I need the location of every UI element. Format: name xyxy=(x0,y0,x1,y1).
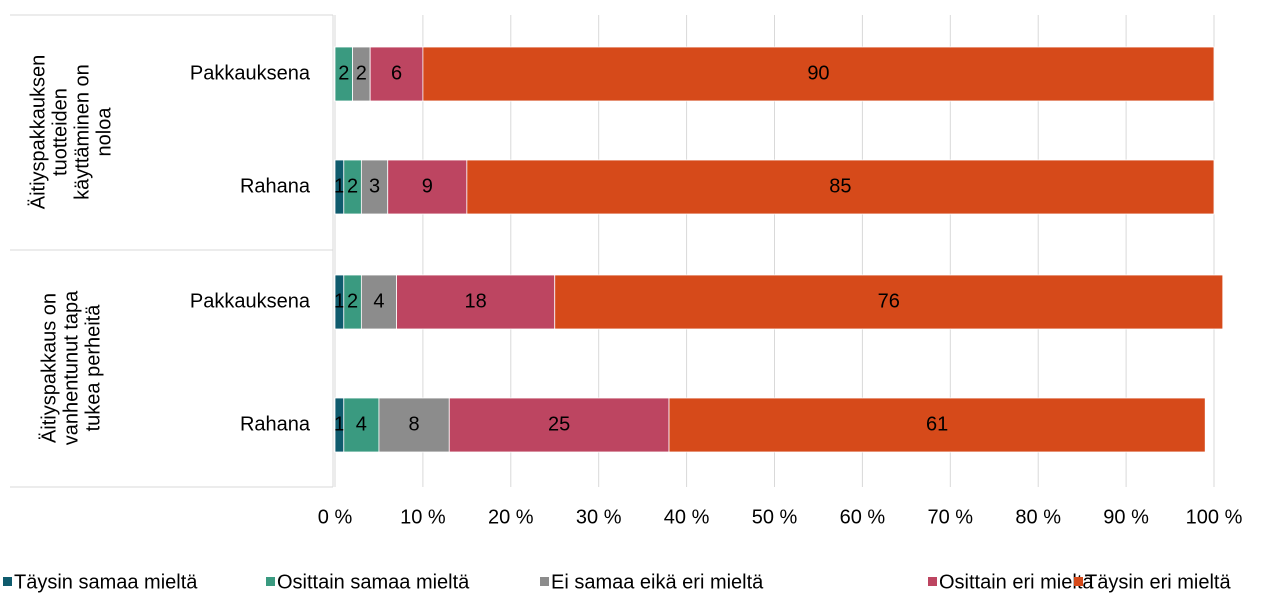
bar-segment xyxy=(360,274,397,330)
data-label: 8 xyxy=(409,413,420,435)
x-tick-label: 20 % xyxy=(488,506,534,528)
bar-segment xyxy=(396,274,556,330)
data-label: 2 xyxy=(347,290,358,312)
group-label: käyttäminen on xyxy=(71,64,93,200)
bar-segment xyxy=(448,397,670,453)
group-label: tukea perheitä xyxy=(82,304,104,432)
x-tick-label: 30 % xyxy=(576,506,622,528)
data-label: 9 xyxy=(422,175,433,197)
x-tick-label: 60 % xyxy=(840,506,886,528)
data-label: 2 xyxy=(347,175,358,197)
x-tick-label: 80 % xyxy=(1015,506,1061,528)
legend-label: Osittain samaa mieltä xyxy=(277,571,470,593)
data-label: 2 xyxy=(356,62,367,84)
legend-label: Ei samaa eikä eri mieltä xyxy=(551,571,764,593)
legend-label: Täysin samaa mieltä xyxy=(14,571,198,593)
x-tick-label: 0 % xyxy=(318,506,353,528)
data-label: 1 xyxy=(334,290,345,312)
legend-swatch xyxy=(3,577,12,586)
data-label: 18 xyxy=(465,290,487,312)
legend-label: Osittain eri mieltä xyxy=(939,571,1094,593)
data-label: 61 xyxy=(926,413,948,435)
x-tick-label: 40 % xyxy=(664,506,710,528)
group-label: Äitiyspakkaus on xyxy=(38,293,60,443)
data-label: 6 xyxy=(391,62,402,84)
category-label: Pakkauksena xyxy=(190,290,311,312)
bar-segment xyxy=(387,159,468,215)
bar-segment xyxy=(466,159,1215,215)
data-label: 76 xyxy=(878,290,900,312)
bar-segment xyxy=(422,46,1215,102)
group-label: vanhentunut tapa xyxy=(60,290,82,445)
data-label: 25 xyxy=(548,413,570,435)
category-label: Pakkauksena xyxy=(190,62,311,84)
category-label: Rahana xyxy=(240,413,311,435)
x-tick-label: 50 % xyxy=(752,506,798,528)
group-label: tuotteiden xyxy=(49,88,71,176)
data-label: 2 xyxy=(338,62,349,84)
legend-swatch xyxy=(266,577,275,586)
category-label: Rahana xyxy=(240,175,311,197)
legend-swatch xyxy=(928,577,937,586)
data-label: 85 xyxy=(829,175,851,197)
x-tick-label: 100 % xyxy=(1186,506,1243,528)
x-tick-label: 90 % xyxy=(1103,506,1149,528)
legend-swatch xyxy=(540,577,549,586)
x-tick-label: 70 % xyxy=(928,506,974,528)
data-label: 4 xyxy=(356,413,367,435)
data-label: 4 xyxy=(373,290,384,312)
data-label: 1 xyxy=(334,175,345,197)
legend-swatch xyxy=(1074,577,1083,586)
legend-label: Täysin eri mieltä xyxy=(1085,571,1231,593)
bar-segment xyxy=(668,397,1206,453)
data-label: 90 xyxy=(807,62,829,84)
x-tick-label: 10 % xyxy=(400,506,446,528)
data-label: 1 xyxy=(334,413,345,435)
group-label: Äitiyspakkauksen xyxy=(27,55,49,210)
bar-segment xyxy=(554,274,1224,330)
data-label: 3 xyxy=(369,175,380,197)
group-label: noloa xyxy=(93,107,115,157)
